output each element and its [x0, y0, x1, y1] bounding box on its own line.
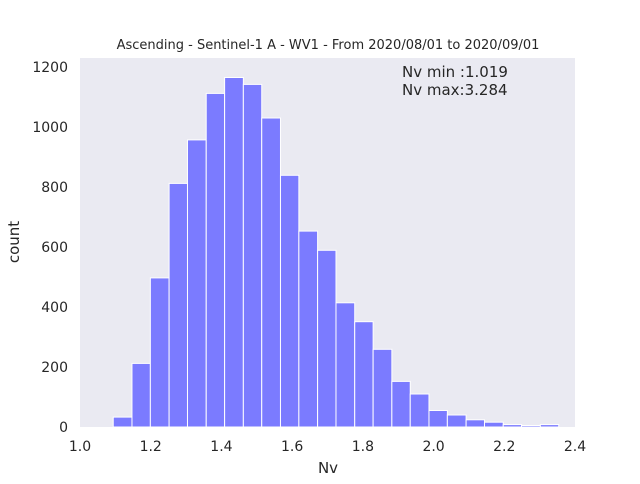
histogram-bar	[465, 419, 485, 428]
y-tick-label: 1000	[32, 120, 68, 136]
histogram-bar	[372, 348, 393, 428]
histogram-bar	[131, 362, 151, 428]
histogram-bar	[521, 425, 541, 428]
y-tick-label: 800	[41, 180, 68, 196]
bars-layer	[112, 77, 560, 428]
histogram-bar	[242, 83, 263, 428]
histogram-bar	[186, 139, 207, 428]
y-tick-label: 400	[41, 300, 68, 316]
histogram-bar	[168, 182, 188, 428]
x-tick-label: 1.0	[69, 439, 91, 455]
y-tick-label: 0	[59, 420, 68, 436]
histogram-bar	[279, 174, 300, 428]
nv-max-annotation: Nv max:3.284	[402, 81, 508, 99]
histogram-bar	[354, 321, 374, 428]
x-tick-label: 1.2	[140, 439, 162, 455]
x-axis-ticks: 1.0 1.2 1.4 1.6 1.8 2.0 2.2 2.4	[69, 439, 586, 455]
histogram-bar	[261, 117, 281, 428]
y-tick-label: 200	[41, 360, 68, 376]
histogram-bar	[335, 302, 356, 428]
x-tick-label: 1.6	[281, 439, 303, 455]
histogram-bar	[539, 424, 560, 428]
histogram-bar	[391, 380, 411, 428]
y-tick-label: 1200	[32, 60, 68, 76]
y-tick-label: 600	[41, 240, 68, 256]
x-tick-label: 1.4	[210, 439, 232, 455]
histogram-bar	[317, 249, 337, 428]
histogram-bar	[409, 393, 430, 428]
histogram-bar	[149, 277, 170, 428]
y-axis-ticks: 0 200 400 600 800 1000 1200	[32, 60, 68, 436]
x-tick-label: 2.2	[493, 439, 515, 455]
chart-title: Ascending - Sentinel-1 A - WV1 - From 20…	[117, 38, 540, 53]
histogram-bar	[483, 421, 504, 428]
nv-min-annotation: Nv min :1.019	[402, 63, 508, 81]
x-tick-label: 1.8	[352, 439, 374, 455]
histogram-bar	[298, 230, 319, 428]
x-tick-label: 2.0	[422, 439, 444, 455]
histogram-bar	[502, 424, 523, 428]
histogram-bar	[224, 77, 244, 428]
histogram-bar	[205, 92, 226, 428]
histogram-bar	[112, 416, 133, 428]
histogram-bar	[428, 410, 448, 428]
x-tick-label: 2.4	[564, 439, 586, 455]
histogram-bar	[446, 414, 467, 428]
x-axis-label: Nv	[318, 459, 338, 477]
y-axis-label: count	[5, 221, 23, 263]
